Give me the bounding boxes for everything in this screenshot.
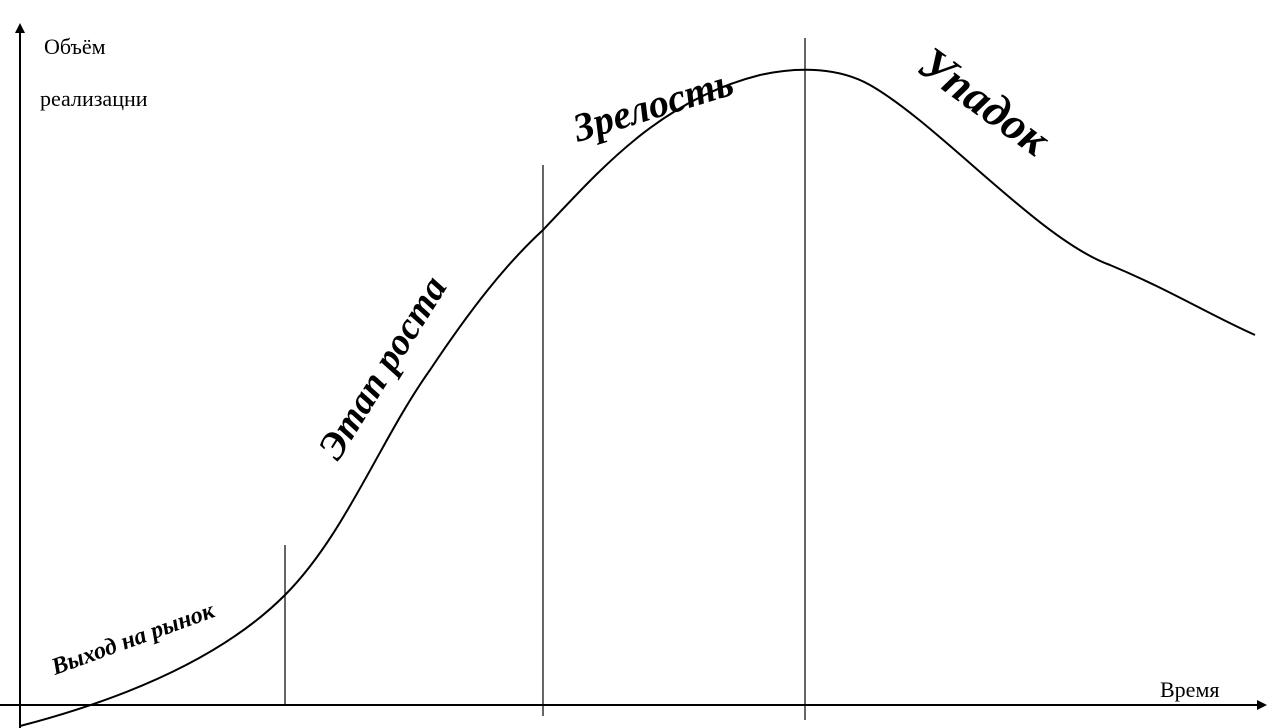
stage-label: Зрелость [567,59,739,151]
sales-curve [19,68,1256,727]
y-axis-label: Объём [44,34,106,59]
stage-label: Упадок [909,37,1060,167]
x-axis-label: Время [1160,677,1219,702]
y-axis-label: реализацни [40,86,148,111]
stage-label: Этап роста [310,269,456,467]
stage-label: Выход на рынок [47,597,218,681]
